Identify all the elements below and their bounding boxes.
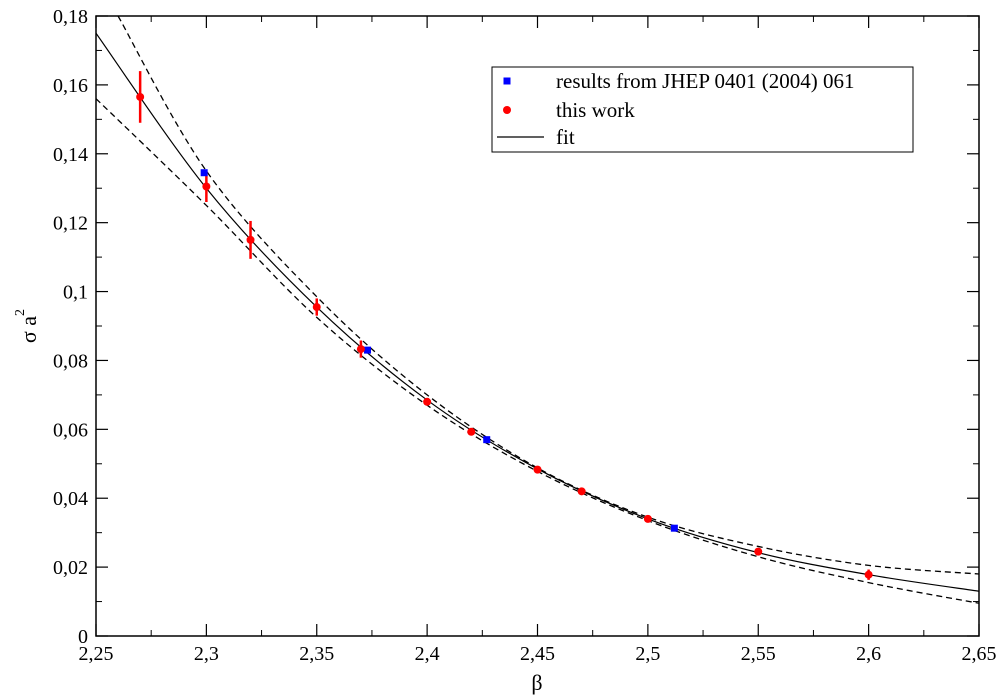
fit-curve (96, 32, 979, 592)
y-tick-label: 0,18 (53, 6, 88, 28)
y-tick-label: 0,08 (53, 350, 88, 372)
this-work-point (577, 487, 586, 496)
x-tick-label: 2,45 (520, 643, 555, 665)
x-tick-label: 2,6 (856, 643, 881, 665)
legend-box (491, 66, 914, 153)
this-work-point (136, 92, 145, 101)
x-tick-label: 2,35 (299, 643, 334, 665)
this-work-point (356, 345, 365, 354)
this-work-point (312, 303, 321, 312)
y-tick-label: 0,04 (53, 488, 88, 510)
this-work-point (467, 427, 476, 436)
x-tick-label: 2,65 (962, 643, 997, 665)
y-tick-label: 0,14 (53, 144, 88, 166)
y-axis-title-main: σ a (16, 316, 41, 343)
y-axis-title: σ a2 (13, 309, 41, 343)
markers-layer (136, 92, 873, 579)
y-tick-label: 0,02 (53, 557, 88, 579)
this-work-point (754, 547, 763, 556)
y-tick-label: 0 (78, 626, 88, 648)
this-work-point (246, 235, 255, 244)
y-tick-label: 0,12 (53, 213, 88, 235)
x-axis-title: β (531, 670, 542, 695)
legend-label-fit: fit (556, 125, 575, 149)
this-work-point (864, 570, 873, 579)
x-tick-label: 2,3 (194, 643, 219, 665)
y-tick-label: 0,16 (53, 75, 88, 97)
legend-marker-this-work (503, 106, 511, 114)
jhep-point (670, 524, 678, 532)
tick-labels-layer: 2,25 2,3 2,35 2,4 2,45 2,5 2,55 2,6 2,65 0 0,02 0,0… (53, 6, 997, 665)
curves-layer (96, 16, 979, 604)
this-work-point (423, 397, 432, 406)
x-tick-label: 2,55 (741, 643, 776, 665)
y-tick-label: 0,06 (53, 419, 88, 441)
lower-error-band-curve (96, 98, 979, 604)
jhep-point (483, 436, 491, 444)
jhep-point (200, 169, 208, 177)
this-work-point (533, 465, 542, 474)
this-work-point (202, 182, 211, 191)
ticks-layer (95, 15, 980, 637)
x-tick-label: 2,4 (415, 643, 440, 665)
y-tick-label: 0,1 (63, 282, 88, 304)
upper-error-band-curve (117, 16, 979, 575)
x-tick-label: 2,5 (635, 643, 660, 665)
legend: results from JHEP 0401 (2004) 061 this w… (491, 66, 914, 153)
legend-label-this-work: this work (556, 98, 635, 122)
jhep-point (364, 346, 372, 354)
legend-marker-jhep (503, 77, 511, 85)
y-axis-title-superscript: 2 (13, 309, 28, 316)
this-work-point (643, 514, 652, 523)
legend-label-jhep: results from JHEP 0401 (2004) 061 (556, 69, 854, 93)
x-tick-label: 2,25 (79, 643, 114, 665)
